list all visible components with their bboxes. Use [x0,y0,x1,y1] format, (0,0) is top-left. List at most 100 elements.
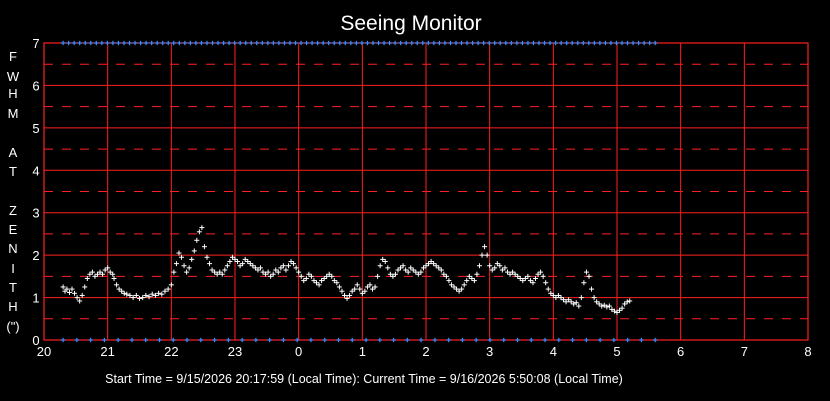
limit-marker-top [166,40,171,46]
limit-marker-top [204,40,210,46]
y-axis-label-letter: H [8,86,17,101]
seeing-point [423,263,429,269]
seeing-point [186,265,192,271]
seeing-point [436,265,442,271]
seeing-point [377,263,383,269]
seeing-point [191,248,197,254]
seeing-point [525,273,531,279]
limit-marker-top [442,40,448,46]
seeing-point [149,291,155,297]
seeing-point [385,265,391,271]
y-axis-label-letter: E [9,222,18,237]
seeing-point [469,275,475,281]
seeing-point [143,292,149,298]
seeing-point [520,278,526,284]
limit-marker-top [459,40,464,46]
limit-marker-bottom [391,337,396,343]
seeing-point [140,295,146,301]
seeing-point [127,292,133,298]
limit-marker-top [398,40,403,46]
seeing-point [550,292,556,298]
limit-marker-top [619,40,625,46]
seeing-point [334,280,340,286]
seeing-point [464,278,470,284]
y-axis-label-letter: A [9,145,18,160]
seeing-point [489,267,495,273]
limit-marker-top [199,40,204,46]
limit-marker-top [498,40,503,46]
limit-marker-bottom [639,337,644,343]
seeing-point [359,290,365,296]
seeing-point [370,286,376,292]
seeing-point [428,259,434,265]
y-tick-label: 6 [32,78,39,93]
seeing-point [581,280,587,286]
limit-marker-bottom [597,337,603,343]
x-tick-label: 20 [37,344,51,359]
seeing-point [479,252,485,258]
seeing-point [484,252,490,258]
seeing-point [438,267,444,273]
seeing-point [398,265,404,271]
limit-marker-top [597,40,603,46]
seeing-point [451,284,457,290]
limit-marker-bottom [501,337,506,343]
limit-marker-top [359,40,365,46]
seeing-point [181,263,187,269]
limit-marker-top [348,40,354,46]
seeing-point [94,271,100,277]
seeing-point [219,271,225,277]
seeing-point [268,273,274,279]
seeing-point [392,271,398,277]
x-tick-label: 7 [741,344,748,359]
limit-marker-top [520,40,525,46]
limit-marker-top [116,40,121,46]
limit-marker-top [564,40,569,46]
seeing-point [507,271,513,277]
limit-marker-top [420,40,425,46]
seeing-point [408,265,414,271]
limit-marker-top [254,40,259,46]
limit-marker-bottom [363,337,369,343]
limit-marker-top [171,40,176,46]
y-tick-label: 2 [32,248,39,263]
limit-marker-top [641,40,647,46]
limit-marker-top [332,40,337,46]
limit-marker-top [525,40,531,46]
seeing-point [553,295,559,301]
limit-marker-top [232,40,237,46]
seeing-point [306,271,312,277]
seeing-point [349,288,355,294]
x-tick-label: 6 [677,344,684,359]
limit-marker-top [409,40,414,46]
seeing-point [413,269,419,275]
limit-marker-top [448,40,453,46]
limit-marker-top [105,40,110,46]
limit-marker-top [138,40,143,46]
seeing-point [482,244,488,250]
limit-marker-bottom [171,337,176,343]
y-tick-label: 3 [32,206,39,221]
seeing-point [443,273,449,279]
limit-marker-top [221,40,226,46]
seeing-point [224,263,230,269]
seeing-point [291,261,297,267]
seeing-point [352,286,358,292]
x-tick-label: 8 [804,344,811,359]
seeing-point [591,295,597,301]
seeing-point [390,273,396,279]
limit-marker-bottom [418,337,424,343]
seeing-point [566,297,572,303]
seeing-point [571,301,577,307]
seeing-point [179,254,185,260]
seeing-point [446,278,452,284]
y-axis-label-letter: Z [9,203,17,218]
seeing-point [247,261,253,267]
limit-marker-top [636,40,641,46]
y-axis-label-letter: M [8,106,19,121]
seeing-point [426,261,432,267]
seeing-point [517,275,523,281]
y-tick-label: 7 [32,36,39,51]
seeing-point [240,261,246,267]
seeing-point [474,271,480,277]
